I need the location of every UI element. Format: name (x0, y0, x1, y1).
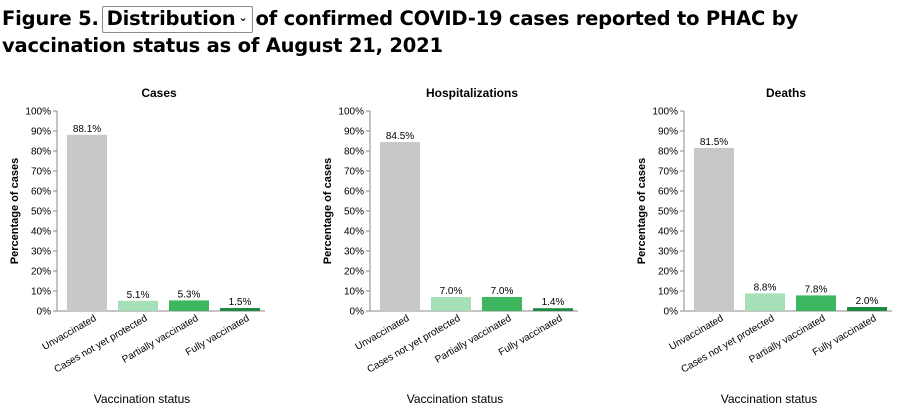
bar-cases-not-yet-protected (431, 297, 471, 311)
chevron-down-icon: ⌄ (238, 10, 248, 24)
bar-value-label: 81.5% (700, 137, 728, 148)
x-axis-label: Vaccination status (407, 392, 504, 406)
x-axis-label: Vaccination status (721, 392, 818, 406)
y-tick-label: 90% (658, 127, 678, 138)
dropdown-value: Distribution (106, 7, 236, 30)
y-tick-label: 40% (31, 227, 51, 238)
y-tick-label: 10% (658, 287, 678, 298)
y-tick-label: 80% (344, 147, 364, 158)
y-tick-label: 50% (344, 207, 364, 218)
y-tick-label: 30% (31, 247, 51, 258)
y-tick-label: 30% (658, 247, 678, 258)
bar-value-label: 8.8% (754, 282, 777, 293)
bar-value-label: 7.8% (805, 284, 828, 295)
bar-value-label: 2.0% (856, 296, 879, 307)
bar-fully-vaccinated (847, 307, 887, 311)
bar-value-label: 5.3% (178, 289, 201, 300)
bar-value-label: 7.0% (491, 286, 514, 297)
y-tick-label: 70% (658, 167, 678, 178)
x-tick-label: Cases not yet protected (53, 313, 150, 375)
y-tick-label: 70% (344, 167, 364, 178)
x-tick-label: Cases not yet protected (366, 313, 463, 375)
bar-value-label: 1.5% (229, 297, 252, 308)
figure-title-suffix: of confirmed COVID-19 cases reported to … (2, 7, 799, 57)
bar-value-label: 7.0% (440, 286, 463, 297)
y-tick-label: 80% (658, 147, 678, 158)
chart-panel-2: Hospitalizations 0% 10% 20% 30% 40% 50% 60% 70% 8… (322, 86, 578, 406)
x-tick-label: Cases not yet protected (680, 313, 777, 375)
chart-title: Cases (141, 86, 177, 100)
y-axis-label: Percentage of cases (636, 158, 648, 264)
y-tick-label: 90% (31, 127, 51, 138)
bar-cases-not-yet-protected (118, 300, 158, 311)
bar-cases-not-yet-protected (745, 293, 785, 311)
y-tick-label: 60% (344, 187, 364, 198)
y-axis-label: Percentage of cases (322, 158, 334, 264)
y-tick-label: 20% (658, 267, 678, 278)
y-tick-label: 70% (31, 167, 51, 178)
bar-value-label: 84.5% (386, 131, 414, 142)
bar-partially-vaccinated (796, 295, 836, 311)
x-axis-label: Vaccination status (94, 392, 191, 406)
y-tick-label: 10% (344, 287, 364, 298)
bar-unvaccinated (694, 148, 734, 311)
y-tick-label: 10% (31, 287, 51, 298)
y-axis-label: Percentage of cases (9, 158, 21, 264)
chart-panel-3: Deaths 0% 10% 20% 30% 40% 50% 60% 70% 80% 90% 100% P… (636, 86, 892, 406)
bar-partially-vaccinated (482, 297, 522, 311)
bar-value-label: 1.4% (542, 297, 565, 308)
y-tick-label: 50% (31, 207, 51, 218)
y-tick-label: 0% (37, 307, 52, 318)
chart-title: Deaths (766, 86, 806, 100)
y-tick-label: 50% (658, 207, 678, 218)
y-tick-label: 90% (344, 127, 364, 138)
figure-title-prefix: Figure 5. (2, 7, 99, 30)
bar-fully-vaccinated (220, 308, 260, 311)
bar-unvaccinated (380, 142, 420, 311)
y-tick-label: 80% (31, 147, 51, 158)
y-tick-label: 40% (344, 227, 364, 238)
chart-panel-1: Cases 0% 10% 20% 30% 40% 50% 60% 70% 80% 90% 100% Pe… (9, 86, 265, 406)
y-tick-label: 100% (338, 107, 364, 118)
y-tick-label: 100% (25, 107, 51, 118)
bar-fully-vaccinated (533, 308, 573, 311)
y-tick-label: 0% (664, 307, 679, 318)
y-tick-label: 0% (350, 307, 365, 318)
figure-title: Figure 5. Distribution ⌄ of confirmed COVID… (2, 6, 902, 59)
y-tick-label: 20% (344, 267, 364, 278)
chart-title: Hospitalizations (426, 86, 518, 100)
bar-value-label: 5.1% (127, 290, 150, 301)
y-tick-label: 60% (31, 187, 51, 198)
y-tick-label: 60% (658, 187, 678, 198)
y-tick-label: 30% (344, 247, 364, 258)
bar-value-label: 88.1% (73, 124, 101, 135)
y-tick-label: 100% (652, 107, 678, 118)
y-tick-label: 40% (658, 227, 678, 238)
y-tick-label: 20% (31, 267, 51, 278)
bar-unvaccinated (67, 134, 107, 311)
bar-partially-vaccinated (169, 300, 209, 311)
